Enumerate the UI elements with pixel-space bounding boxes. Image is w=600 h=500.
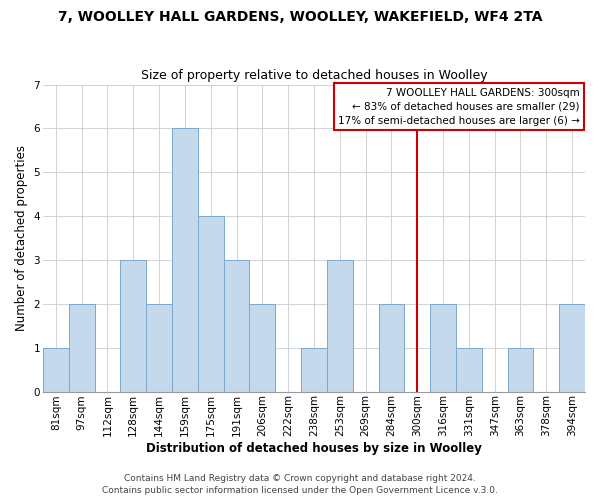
Bar (224, 260, 250, 392)
Text: Contains HM Land Registry data © Crown copyright and database right 2024.
Contai: Contains HM Land Registry data © Crown c… (102, 474, 498, 495)
Bar (559, 304, 585, 392)
Bar (172, 128, 198, 392)
Text: 7, WOOLLEY HALL GARDENS, WOOLLEY, WAKEFIELD, WF4 2TA: 7, WOOLLEY HALL GARDENS, WOOLLEY, WAKEFI… (58, 10, 542, 24)
Bar (379, 304, 404, 392)
Bar (327, 260, 353, 392)
Bar (250, 304, 275, 392)
Title: Size of property relative to detached houses in Woolley: Size of property relative to detached ho… (140, 69, 487, 82)
Text: 7 WOOLLEY HALL GARDENS: 300sqm
← 83% of detached houses are smaller (29)
17% of : 7 WOOLLEY HALL GARDENS: 300sqm ← 83% of … (338, 88, 580, 126)
Bar (69, 304, 95, 392)
Bar (121, 260, 146, 392)
Bar (43, 348, 69, 392)
Y-axis label: Number of detached properties: Number of detached properties (15, 145, 28, 331)
Bar (146, 304, 172, 392)
Bar (508, 348, 533, 392)
X-axis label: Distribution of detached houses by size in Woolley: Distribution of detached houses by size … (146, 442, 482, 455)
Bar (430, 304, 456, 392)
Bar (198, 216, 224, 392)
Bar (301, 348, 327, 392)
Bar (456, 348, 482, 392)
